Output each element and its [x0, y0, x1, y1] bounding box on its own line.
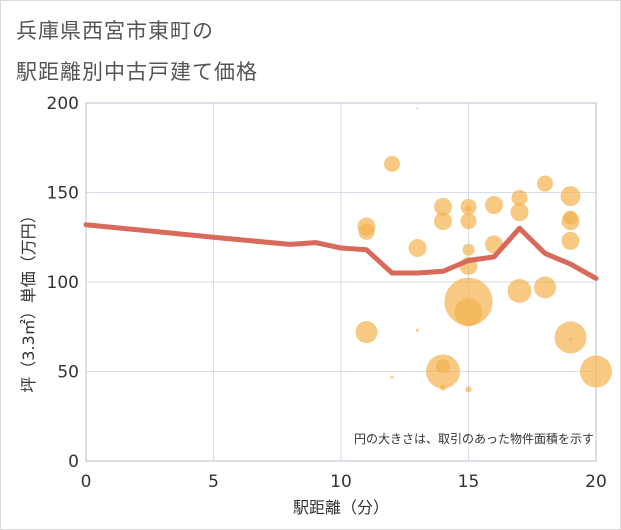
data-bubble: [408, 238, 427, 257]
data-bubble: [485, 196, 503, 215]
data-bubble: [569, 337, 572, 341]
data-bubble: [355, 321, 378, 344]
data-bubble: [465, 205, 472, 212]
x-tick-label: 10: [330, 472, 352, 492]
data-bubble: [440, 384, 446, 391]
data-bubble: [465, 386, 472, 393]
data-bubble: [561, 231, 580, 250]
data-bubble: [358, 223, 375, 240]
data-bubble: [416, 328, 419, 332]
bubble-series: [355, 107, 612, 393]
y-tick-label: 100: [47, 273, 79, 293]
data-bubble: [460, 213, 477, 230]
y-tick-label: 200: [47, 94, 79, 114]
y-axis-label: 坪（3.3㎡）単価（万円）: [19, 207, 38, 392]
x-tick-label: 15: [458, 472, 480, 492]
y-tick-label: 150: [47, 184, 79, 204]
data-bubble: [560, 186, 581, 207]
y-axis-ticks: 0 50 100 150 200: [47, 94, 79, 472]
data-bubble: [537, 175, 553, 192]
data-bubble: [554, 321, 587, 354]
x-axis-ticks: 0 5 10 15 20: [81, 472, 607, 492]
chart-title-line1: 兵庫県西宮市東町の: [16, 19, 214, 43]
size-note: 円の大きさは、取引のあった物件面積を示す: [354, 431, 594, 446]
data-bubble: [454, 298, 483, 327]
data-bubble: [390, 375, 394, 379]
data-bubble: [580, 355, 612, 388]
data-bubble: [534, 276, 556, 299]
data-bubble: [434, 197, 452, 216]
chart-title-line2: 駅距離別中古戸建て価格: [16, 60, 258, 84]
data-bubble: [434, 212, 452, 231]
y-tick-label: 0: [68, 452, 79, 472]
data-bubble: [510, 203, 529, 222]
x-tick-label: 5: [208, 472, 219, 492]
x-tick-label: 0: [81, 472, 92, 492]
data-bubble: [561, 212, 580, 231]
x-axis-label: 駅距離（分）: [293, 498, 389, 517]
y-tick-label: 50: [57, 363, 79, 383]
data-bubble: [462, 243, 475, 256]
plot-area-border: [85, 102, 597, 462]
x-tick-label: 20: [585, 472, 607, 492]
data-bubble: [384, 155, 400, 172]
trend-line: [83, 222, 599, 281]
data-bubble: [511, 189, 528, 206]
data-bubble: [436, 359, 450, 374]
data-bubble: [416, 107, 419, 110]
data-bubble: [507, 278, 532, 303]
